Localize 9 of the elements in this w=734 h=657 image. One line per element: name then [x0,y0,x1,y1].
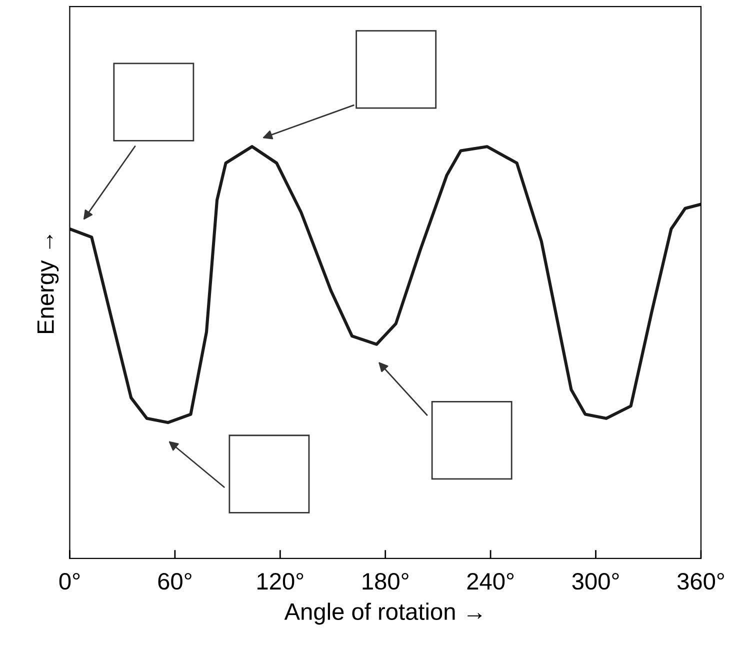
x-axis-title: Angle of rotation → [284,602,482,625]
x-tick-label: 120° [258,572,304,590]
x-tick-label: 300° [572,572,619,590]
x-tick-label: 360° [677,572,724,590]
x-tick-label: 240° [467,572,514,590]
x-tick-label: 60° [158,572,192,590]
x-tick-label: 0° [59,572,80,590]
y-axis-title: Energy → [37,234,59,334]
x-tick-label: 180° [362,572,408,590]
